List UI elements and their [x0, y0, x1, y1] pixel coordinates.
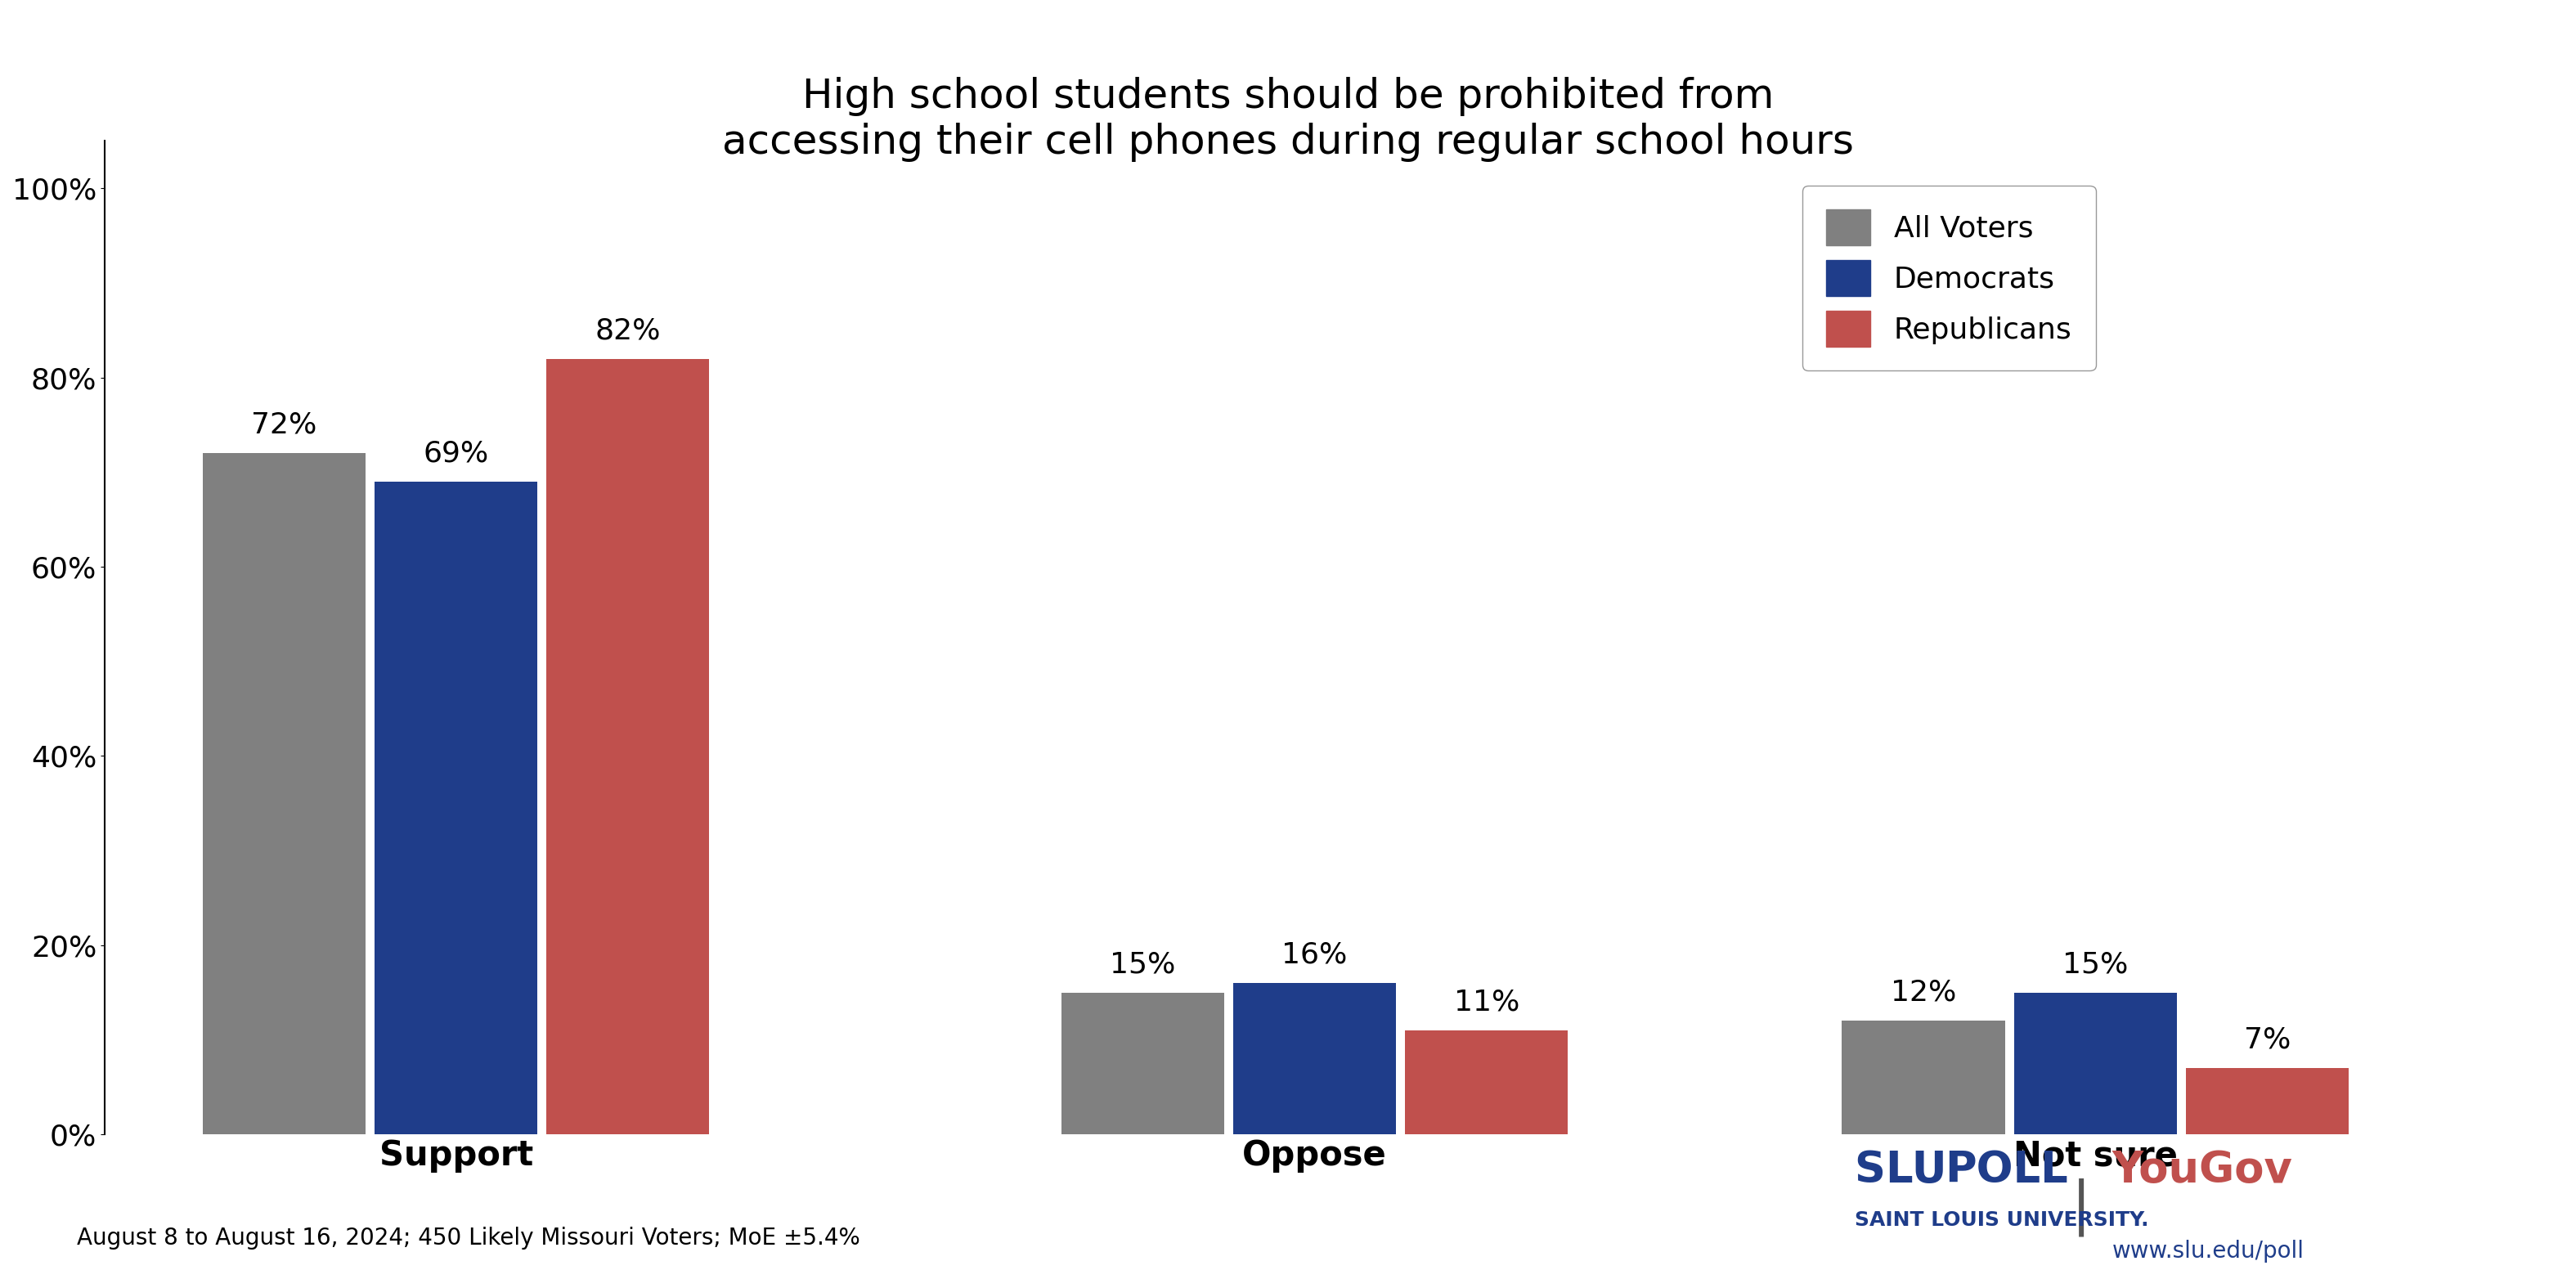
Bar [1234, 983, 1396, 1135]
Text: www.slu.edu/poll: www.slu.edu/poll [2112, 1239, 2306, 1262]
Text: 7%: 7% [2244, 1027, 2290, 1054]
Text: 11%: 11% [1453, 988, 1520, 1016]
Bar [1842, 1021, 2004, 1135]
Text: August 8 to August 16, 2024; 450 Likely Missouri Voters; MoE ±5.4%: August 8 to August 16, 2024; 450 Likely … [77, 1226, 860, 1249]
Text: |: | [2071, 1179, 2092, 1236]
Bar [1404, 1030, 1569, 1135]
Text: 12%: 12% [1891, 979, 1958, 1007]
Text: YouGov: YouGov [2112, 1149, 2293, 1191]
Text: 69%: 69% [422, 439, 489, 468]
Text: 15%: 15% [2063, 951, 2128, 979]
Text: 72%: 72% [252, 411, 317, 439]
Text: 15%: 15% [1110, 951, 1175, 979]
Bar [204, 453, 366, 1135]
Bar [1061, 993, 1224, 1135]
Bar [2184, 1068, 2349, 1135]
Text: SAINT LOUIS UNIVERSITY.: SAINT LOUIS UNIVERSITY. [1855, 1211, 2148, 1230]
Legend: All Voters, Democrats, Republicans: All Voters, Democrats, Republicans [1803, 185, 2097, 371]
Bar [546, 358, 708, 1135]
Text: High school students should be prohibited from
accessing their cell phones durin: High school students should be prohibite… [721, 77, 1855, 162]
Bar [374, 482, 538, 1135]
Bar [2014, 993, 2177, 1135]
Text: 82%: 82% [595, 317, 659, 344]
Text: 16%: 16% [1283, 942, 1347, 969]
Text: SLU: SLU [1855, 1149, 1963, 1191]
Text: POLL: POLL [1945, 1149, 2069, 1191]
